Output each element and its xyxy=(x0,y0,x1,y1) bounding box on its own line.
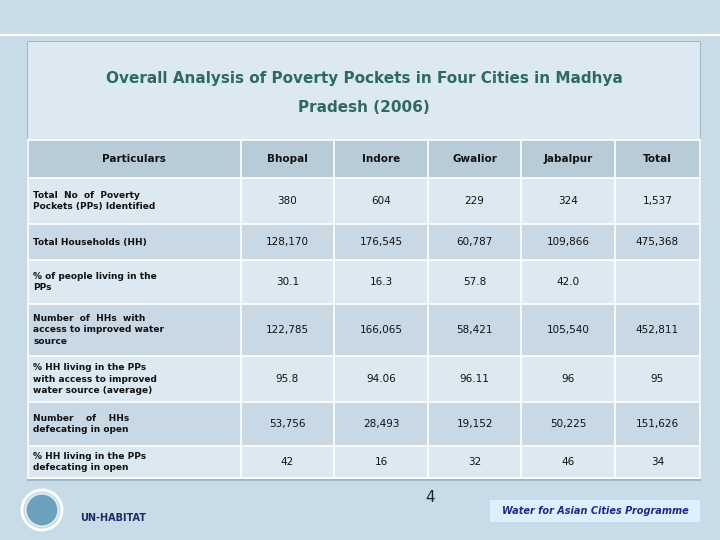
Text: 46: 46 xyxy=(562,457,575,467)
Text: 58,421: 58,421 xyxy=(456,325,492,335)
Text: 324: 324 xyxy=(558,196,578,206)
Text: 604: 604 xyxy=(371,196,391,206)
Text: % HH living in the PPs
defecating in open: % HH living in the PPs defecating in ope… xyxy=(33,452,146,472)
Text: 34: 34 xyxy=(651,457,664,467)
Text: 57.8: 57.8 xyxy=(463,277,486,287)
Text: Jabalpur: Jabalpur xyxy=(544,154,593,164)
Text: 229: 229 xyxy=(464,196,485,206)
Text: Number  of  HHs  with
access to improved water
source: Number of HHs with access to improved wa… xyxy=(33,314,164,346)
Bar xyxy=(490,500,700,522)
Text: 95: 95 xyxy=(651,374,664,384)
Text: Total  No  of  Poverty
Pockets (PPs) Identified: Total No of Poverty Pockets (PPs) Identi… xyxy=(33,191,156,211)
Text: 16.3: 16.3 xyxy=(369,277,392,287)
Text: 94.06: 94.06 xyxy=(366,374,396,384)
Text: 50,225: 50,225 xyxy=(550,419,586,429)
Text: Indore: Indore xyxy=(362,154,400,164)
Text: 151,626: 151,626 xyxy=(636,419,679,429)
Text: 128,170: 128,170 xyxy=(266,237,309,247)
Text: 32: 32 xyxy=(468,457,481,467)
Text: 452,811: 452,811 xyxy=(636,325,679,335)
Text: 95.8: 95.8 xyxy=(276,374,299,384)
Text: 53,756: 53,756 xyxy=(269,419,306,429)
Text: Bhopal: Bhopal xyxy=(267,154,308,164)
Text: Pradesh (2006): Pradesh (2006) xyxy=(298,100,430,116)
Text: 380: 380 xyxy=(278,196,297,206)
Bar xyxy=(28,446,700,478)
Text: Total Households (HH): Total Households (HH) xyxy=(33,238,147,246)
Text: 176,545: 176,545 xyxy=(359,237,402,247)
Text: 122,785: 122,785 xyxy=(266,325,309,335)
Bar xyxy=(28,304,700,356)
Text: % of people living in the
PPs: % of people living in the PPs xyxy=(33,272,157,292)
Text: Water for Asian Cities Programme: Water for Asian Cities Programme xyxy=(502,506,688,516)
Text: UN-HABITAT: UN-HABITAT xyxy=(80,513,146,523)
Text: 96.11: 96.11 xyxy=(459,374,490,384)
Text: 1,537: 1,537 xyxy=(642,196,672,206)
Bar xyxy=(28,402,700,446)
Text: 105,540: 105,540 xyxy=(546,325,590,335)
Text: 109,866: 109,866 xyxy=(546,237,590,247)
Text: 60,787: 60,787 xyxy=(456,237,492,247)
Wedge shape xyxy=(41,100,279,320)
Text: 96: 96 xyxy=(562,374,575,384)
Bar xyxy=(28,178,700,224)
Text: 4: 4 xyxy=(426,490,435,505)
Text: Particulars: Particulars xyxy=(102,154,166,164)
Wedge shape xyxy=(60,110,240,290)
Text: 42.0: 42.0 xyxy=(557,277,580,287)
Circle shape xyxy=(26,494,58,526)
Text: % HH living in the PPs
with access to improved
water source (average): % HH living in the PPs with access to im… xyxy=(33,363,157,395)
Text: 42: 42 xyxy=(281,457,294,467)
Text: Overall Analysis of Poverty Pockets in Four Cities in Madhya: Overall Analysis of Poverty Pockets in F… xyxy=(106,71,622,85)
Text: Number    of    HHs
defecating in open: Number of HHs defecating in open xyxy=(33,414,130,434)
Bar xyxy=(28,224,700,260)
Text: 19,152: 19,152 xyxy=(456,419,492,429)
Text: Total: Total xyxy=(643,154,672,164)
Wedge shape xyxy=(60,110,210,260)
Text: 30.1: 30.1 xyxy=(276,277,299,287)
Bar xyxy=(28,140,700,178)
Text: 166,065: 166,065 xyxy=(359,325,402,335)
Text: 475,368: 475,368 xyxy=(636,237,679,247)
Text: 28,493: 28,493 xyxy=(363,419,400,429)
Text: Gwalior: Gwalior xyxy=(452,154,497,164)
Bar xyxy=(28,42,700,140)
Bar xyxy=(28,356,700,402)
Text: 16: 16 xyxy=(374,457,387,467)
Bar xyxy=(28,260,700,304)
Bar xyxy=(28,42,700,480)
